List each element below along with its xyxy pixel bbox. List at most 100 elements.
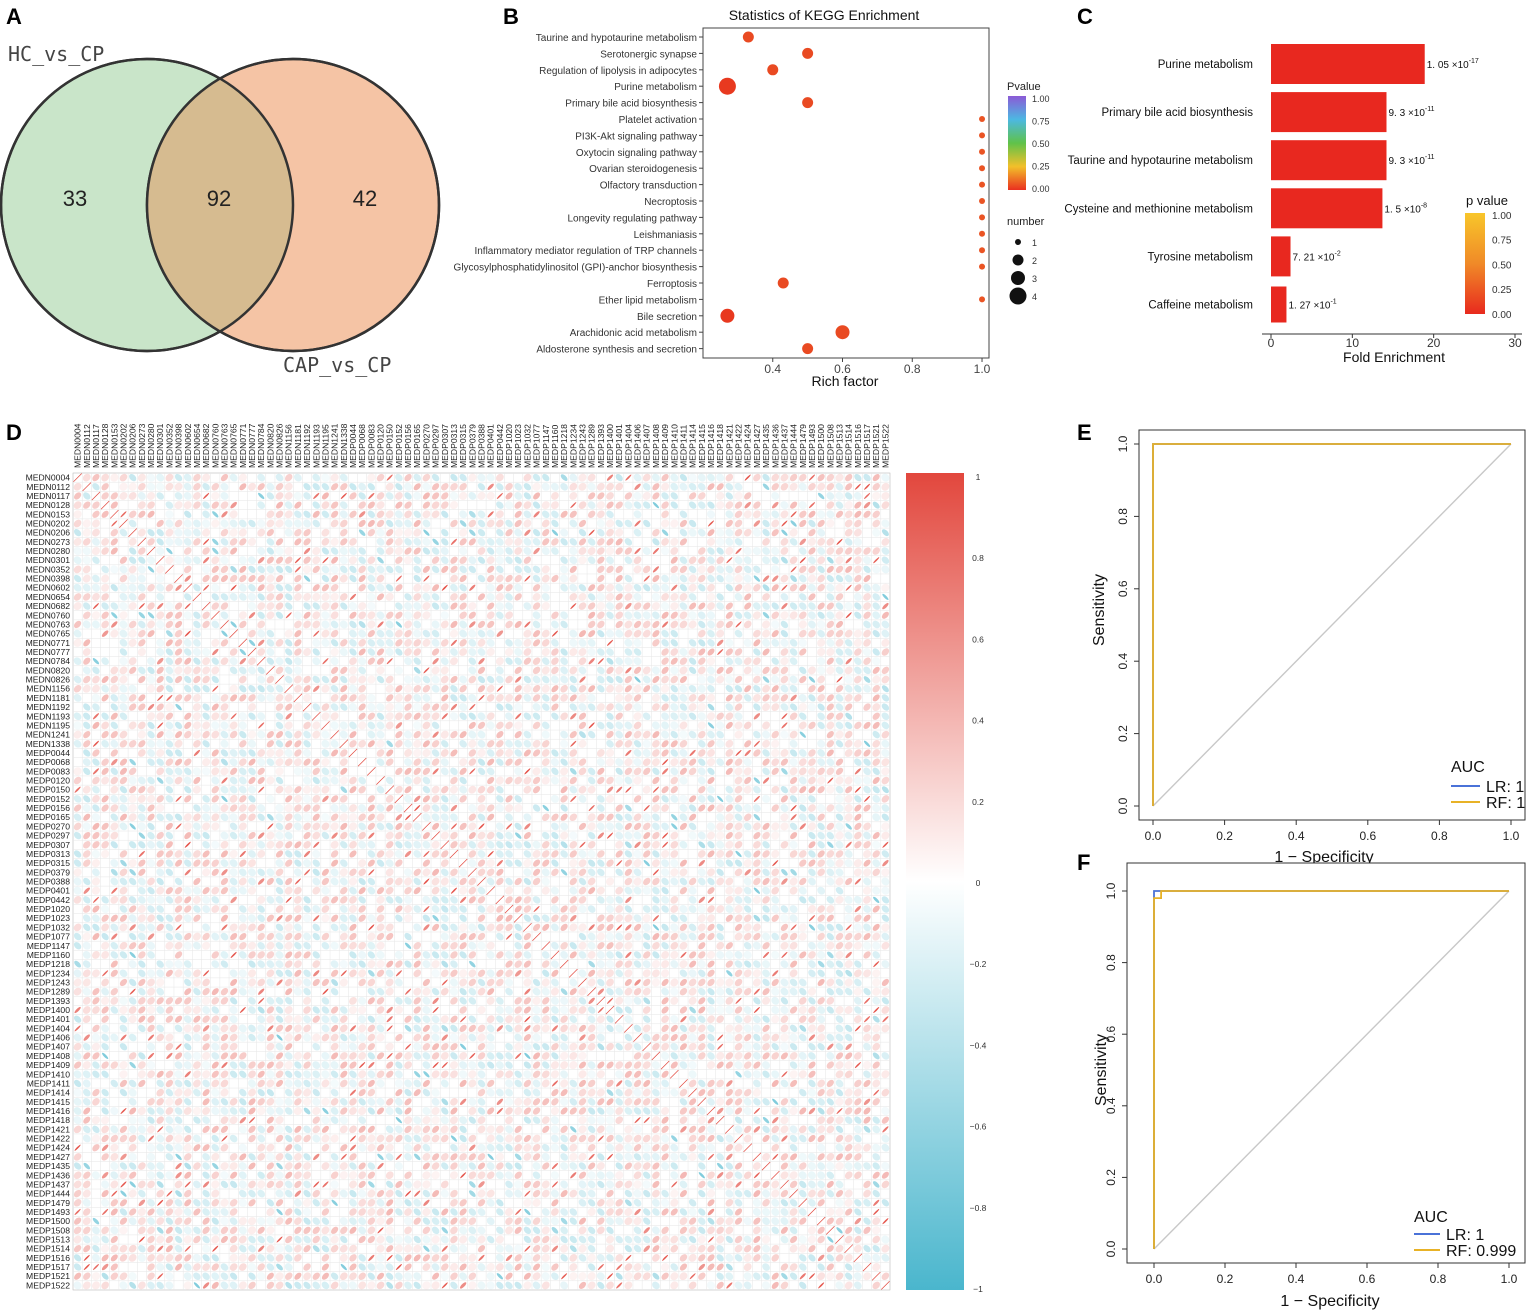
heatmap-cell xyxy=(156,1162,165,1170)
heatmap-cell xyxy=(147,491,156,500)
heatmap-cell xyxy=(147,1034,155,1041)
heatmap-cell xyxy=(542,473,550,482)
heatmap-cell xyxy=(110,675,119,684)
heatmap-cell xyxy=(92,914,100,923)
heatmap-cell xyxy=(120,1190,127,1197)
heatmap-cell xyxy=(138,1024,146,1033)
heatmap-cell xyxy=(817,537,826,546)
heatmap-cell xyxy=(358,565,366,574)
heatmap-cell xyxy=(73,868,82,877)
heatmap-cell xyxy=(156,565,165,574)
heatmap-cell xyxy=(854,510,862,518)
heatmap-cell xyxy=(422,547,431,555)
heatmap-cell xyxy=(735,547,742,555)
heatmap-cell xyxy=(83,813,91,821)
heatmap-cell xyxy=(679,482,688,491)
heatmap-cell xyxy=(129,942,137,950)
heatmap-cell xyxy=(633,473,642,482)
heatmap-cell xyxy=(102,1208,109,1216)
heatmap-cell xyxy=(496,483,504,491)
heatmap-cell xyxy=(147,739,156,748)
heatmap-cell xyxy=(147,794,156,803)
heatmap-cell xyxy=(514,482,523,491)
heatmap-cell xyxy=(202,528,211,537)
heatmap-cell xyxy=(431,473,440,482)
heatmap-cell xyxy=(128,519,137,528)
heatmap-cell xyxy=(73,776,82,785)
heatmap-cell xyxy=(725,510,734,519)
heatmap-cell xyxy=(211,556,220,565)
heatmap-cell xyxy=(138,629,146,638)
heatmap-cell xyxy=(156,492,164,500)
heatmap-cell xyxy=(129,823,136,830)
heatmap-cell xyxy=(790,501,798,509)
heatmap-cell xyxy=(119,1043,128,1051)
heatmap-cell xyxy=(183,491,192,500)
heatmap-cell xyxy=(147,1135,155,1142)
heatmap-cell xyxy=(92,1098,100,1106)
heatmap-cell xyxy=(128,721,137,730)
heatmap-cell xyxy=(129,758,136,766)
heatmap-cell xyxy=(174,473,183,482)
heatmap-cell xyxy=(128,794,137,803)
heatmap-cell xyxy=(129,556,137,564)
heatmap-cell xyxy=(762,510,771,519)
heatmap-cell xyxy=(73,1116,82,1125)
heatmap-cell xyxy=(101,1024,110,1033)
heatmap-cell xyxy=(634,520,641,527)
fold-legend-tick-label: 0.00 xyxy=(1492,310,1512,321)
heatmap-cell xyxy=(450,556,458,564)
heatmap-cell xyxy=(560,510,568,518)
heatmap-cell xyxy=(147,1015,155,1023)
heatmap-cell xyxy=(156,886,165,895)
heatmap-cell xyxy=(285,556,293,564)
heatmap-cell xyxy=(220,473,229,482)
heatmap-cell xyxy=(147,1180,155,1189)
heatmap-cell xyxy=(119,896,128,904)
heatmap-cell xyxy=(230,501,237,509)
fold-pvalue-mantissa: 7. 21 ×10 xyxy=(1293,252,1335,263)
heatmap-cell xyxy=(119,941,128,950)
heatmap-cell xyxy=(881,537,890,546)
heatmap-cell xyxy=(92,794,100,803)
heatmap-cell xyxy=(450,519,458,528)
heatmap-cell xyxy=(73,721,82,730)
heatmap-cell xyxy=(156,547,165,556)
heatmap-cell xyxy=(129,924,136,931)
heatmap-cell xyxy=(165,501,174,509)
heatmap-cell xyxy=(523,501,532,510)
heatmap-cell xyxy=(203,492,210,499)
heatmap-cell xyxy=(165,1079,174,1088)
heatmap-cell xyxy=(578,529,587,537)
fold-pvalue-label: 9. 3 ×10-11 xyxy=(1388,154,1434,167)
heatmap-cell xyxy=(165,1143,174,1152)
heatmap-cell xyxy=(514,492,523,500)
heatmap-cell xyxy=(110,877,119,886)
heatmap-cell xyxy=(73,923,82,932)
heatmap-cell xyxy=(137,1116,146,1125)
heatmap-cell xyxy=(73,739,82,748)
heatmap-cell xyxy=(569,473,578,482)
heatmap-cell xyxy=(110,969,118,977)
heatmap-cell xyxy=(156,1098,164,1106)
heatmap-cell xyxy=(431,565,440,574)
heatmap-cell xyxy=(514,519,522,528)
heatmap-cell xyxy=(165,758,174,766)
heatmap-cell xyxy=(83,887,90,894)
heatmap-cell xyxy=(101,1107,109,1115)
fold-bar xyxy=(1271,286,1287,323)
fold-pvalue-label: 9. 3 ×10-11 xyxy=(1388,106,1434,119)
heatmap-cell xyxy=(239,538,247,546)
heatmap-cell xyxy=(551,510,559,519)
heatmap-cell xyxy=(358,529,366,536)
heatmap-cell xyxy=(661,510,669,519)
heatmap-cell xyxy=(762,538,770,546)
heatmap-cell xyxy=(174,528,183,537)
heatmap-cell xyxy=(128,565,137,574)
heatmap-cell xyxy=(165,1107,174,1115)
heatmap-cell xyxy=(73,1281,82,1290)
fold-pvalue-exponent: -17 xyxy=(1469,58,1479,65)
heatmap-cell xyxy=(808,529,816,537)
heatmap-cell xyxy=(119,1199,128,1207)
heatmap-cell xyxy=(183,473,192,482)
